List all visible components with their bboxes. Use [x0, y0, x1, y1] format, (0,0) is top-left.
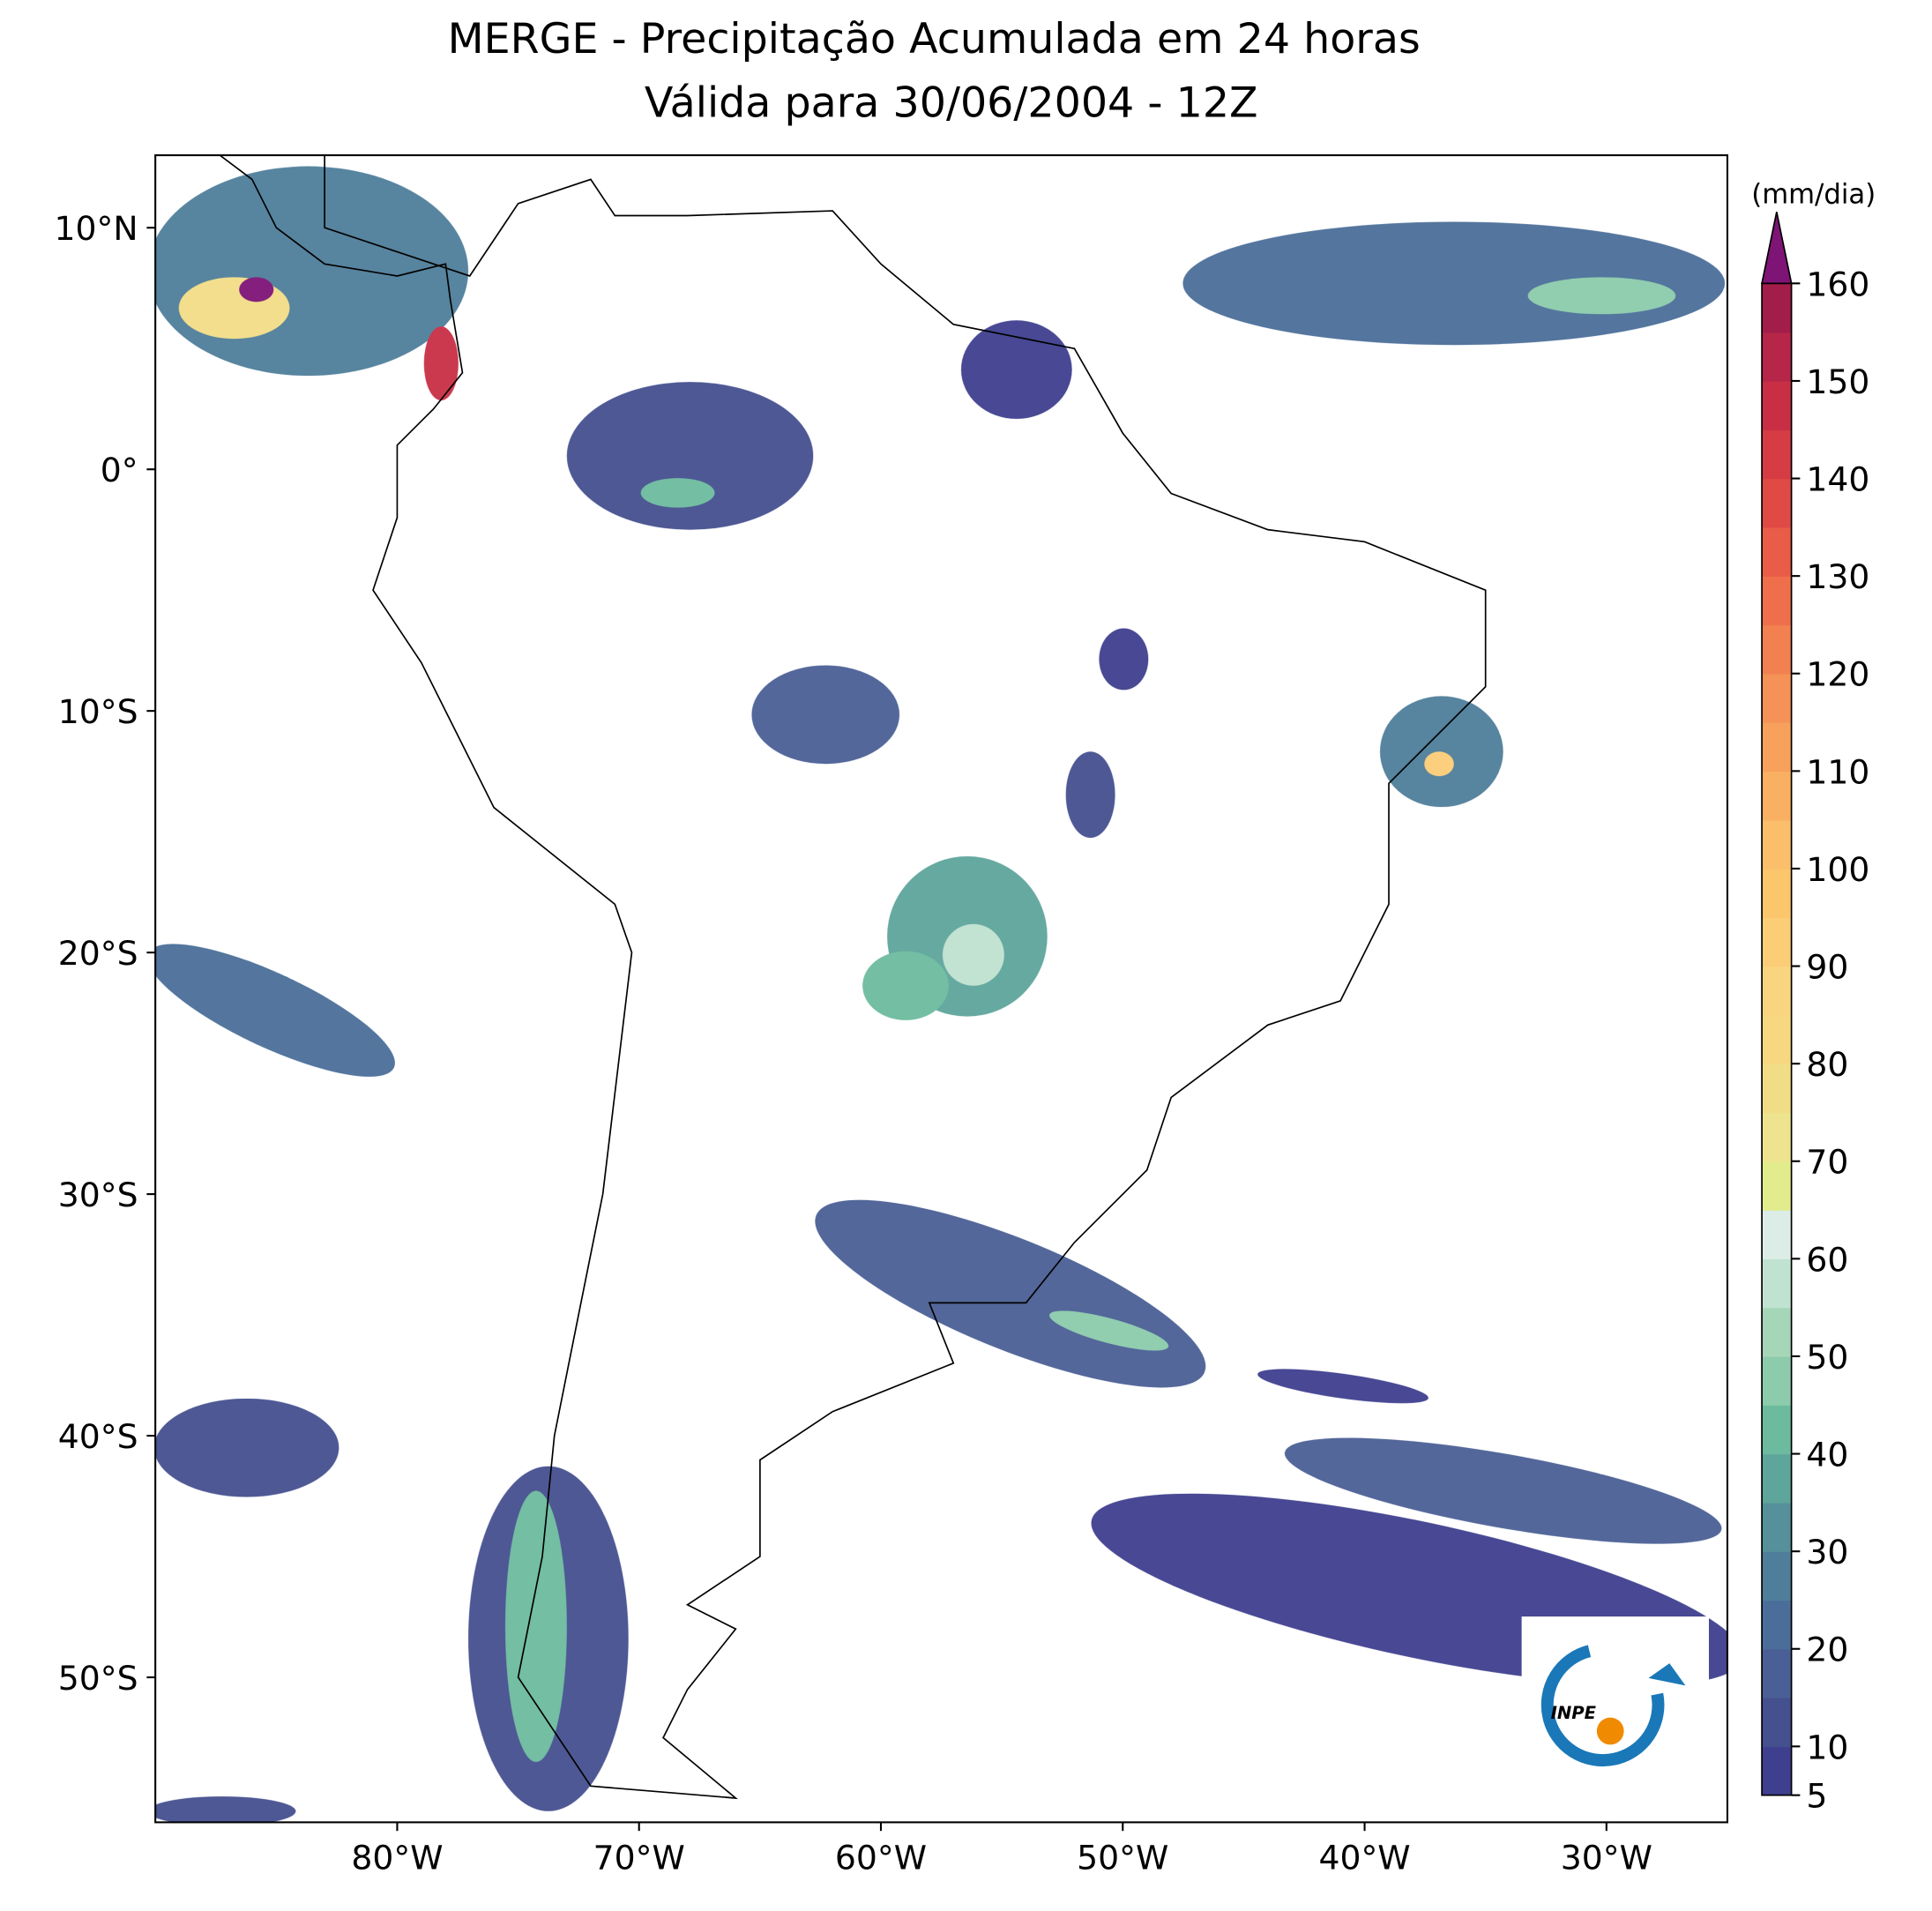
colorbar-tick-label: 150 — [1806, 362, 1869, 401]
rain-area — [960, 320, 1072, 420]
y-tick-label: 20°S — [58, 934, 138, 973]
rain-area — [1379, 696, 1503, 808]
colorbar-tick-label: 70 — [1806, 1143, 1848, 1182]
rain-area — [640, 478, 715, 508]
colorbar-tick-label: 20 — [1806, 1631, 1848, 1669]
colorbar-segment — [1762, 283, 1792, 333]
rain-area — [155, 1398, 339, 1497]
colorbar-segment — [1762, 1064, 1792, 1114]
colorbar-frame — [1761, 282, 1793, 1796]
rain-area — [1182, 221, 1726, 346]
rain-area — [155, 1796, 296, 1823]
colorbar-segment — [1762, 576, 1792, 626]
rain-area — [1065, 751, 1115, 839]
colorbar-segment — [1762, 771, 1792, 821]
x-tick-label: 30°W — [1561, 1838, 1652, 1877]
rain-area — [751, 665, 900, 765]
x-tick-label: 40°W — [1318, 1838, 1410, 1877]
x-tick-label: 70°W — [593, 1838, 685, 1877]
colorbar-segment — [1762, 917, 1792, 967]
colorbar-segment — [1762, 1307, 1792, 1357]
coastline — [218, 155, 1487, 1800]
colorbar-segment — [1762, 1014, 1792, 1064]
y-tick-label: 50°S — [58, 1659, 138, 1698]
colorbar-tick-label: 50 — [1806, 1338, 1848, 1377]
rain-area — [1257, 1369, 1428, 1404]
colorbar-segment — [1762, 1258, 1792, 1309]
colorbar-tick-label: 130 — [1806, 557, 1869, 596]
colorbar-tick-label: 80 — [1806, 1045, 1848, 1084]
colorbar-segment — [1762, 1405, 1792, 1455]
colorbar-segment — [1762, 868, 1792, 918]
x-tick-label: 80°W — [351, 1838, 443, 1877]
y-tick-label: 10°S — [58, 692, 138, 731]
colorbar-segment — [1762, 1746, 1792, 1796]
rain-area — [1527, 277, 1676, 315]
rain-area — [504, 1490, 567, 1762]
map-frame — [154, 153, 1728, 1824]
colorbar-segment — [1762, 966, 1792, 1016]
colorbar-segment — [1762, 1453, 1792, 1504]
y-tick-label: 0° — [101, 451, 138, 489]
colorbar-segment — [1762, 429, 1792, 480]
x-tick-label: 60°W — [835, 1838, 927, 1877]
colorbar-segment — [1762, 1648, 1792, 1698]
colorbar-segment — [1762, 1502, 1792, 1552]
colorbar-segment — [1762, 1600, 1792, 1650]
rain-area — [1284, 1437, 1722, 1544]
colorbar-tick-label: 40 — [1806, 1436, 1848, 1474]
colorbar-tick-label: 5 — [1806, 1777, 1827, 1816]
colorbar-segment — [1762, 722, 1792, 773]
rain-area — [1099, 628, 1149, 690]
colorbar-tick-label: 90 — [1806, 948, 1848, 987]
logo-dot — [1596, 1717, 1624, 1745]
rain-core — [239, 277, 274, 302]
logo-text: INPE — [1551, 1703, 1597, 1723]
x-tick-label: 50°W — [1077, 1838, 1168, 1877]
colorbar-segment — [1762, 526, 1792, 577]
colorbar-segment — [1762, 478, 1792, 528]
colorbar-label: (mm/dia) — [1751, 179, 1876, 211]
rain-area — [1048, 1310, 1169, 1351]
logo-arrow — [1648, 1663, 1686, 1686]
colorbar-tick-label: 30 — [1806, 1533, 1848, 1571]
colorbar-tick-label: 140 — [1806, 460, 1869, 499]
colorbar-tick-label: 120 — [1806, 655, 1869, 694]
colorbar-segment — [1762, 673, 1792, 723]
colorbar-segment — [1762, 332, 1792, 382]
map-title: MERGE - Precipitação Acumulada em 24 hor… — [448, 15, 1421, 63]
precipitation-field — [155, 166, 1727, 1823]
rain-area — [155, 166, 468, 377]
y-tick-label: 10°N — [55, 209, 138, 248]
map-subtitle: Válida para 30/06/2004 - 12Z — [645, 79, 1258, 128]
colorbar-extend — [1761, 212, 1793, 285]
map-area — [155, 155, 1727, 1823]
logo-arc — [1540, 1645, 1665, 1767]
colorbar-segment — [1762, 1161, 1792, 1211]
rain-area — [862, 951, 949, 1020]
colorbar-tick-label: 10 — [1806, 1728, 1848, 1766]
colorbar-tick-label: 160 — [1806, 265, 1869, 303]
colorbar-segment — [1762, 624, 1792, 675]
colorbar-tick-label: 100 — [1806, 850, 1869, 889]
rain-area — [942, 923, 1004, 986]
colorbar-segment — [1762, 1210, 1792, 1260]
rain-area — [155, 944, 395, 1077]
rain-area — [566, 382, 814, 530]
colorbar-segment — [1762, 1112, 1792, 1162]
rain-core — [1424, 751, 1454, 777]
colorbar-segment — [1762, 1355, 1792, 1406]
colorbar-segment — [1762, 1551, 1792, 1601]
logo: INPE — [1521, 1616, 1709, 1774]
y-tick-label: 30°S — [58, 1176, 138, 1214]
rain-core — [423, 326, 459, 401]
colorbar-segment — [1762, 380, 1792, 430]
colorbar-segment — [1762, 819, 1792, 870]
colorbar-segment — [1762, 1698, 1792, 1748]
colorbar-tick-label: 60 — [1806, 1240, 1848, 1279]
y-tick-label: 40°S — [58, 1417, 138, 1456]
colorbar-tick-label: 110 — [1806, 752, 1869, 791]
